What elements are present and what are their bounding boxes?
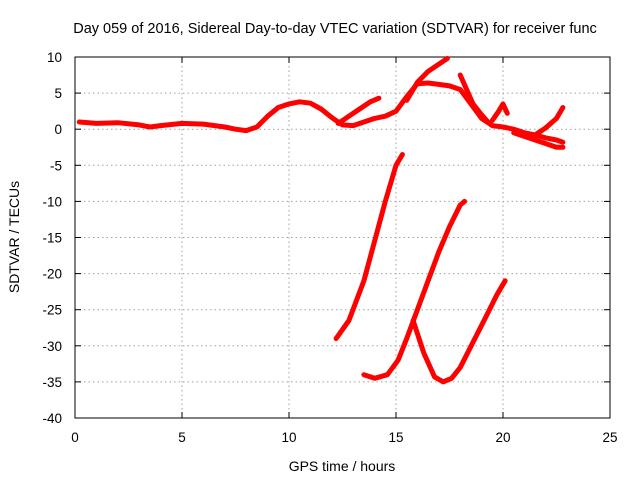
- series-spike-late: [457, 72, 491, 125]
- y-tick-label: 0: [54, 122, 62, 137]
- series-arc-1: [333, 152, 405, 342]
- x-tick-label: 5: [178, 430, 186, 445]
- grid: [75, 57, 610, 418]
- x-tick-label: 20: [495, 430, 510, 445]
- x-tick-label: 25: [602, 430, 617, 445]
- series-band-main: [76, 80, 566, 145]
- series-arc-3: [410, 278, 508, 385]
- series-band-lower: [511, 130, 566, 150]
- axis-ticks: 0 5 10 15 20 25 10 5 0 -5 -10 -15 -20 -25 -30 -35 -40: [42, 50, 617, 445]
- series-spike-peak: [404, 55, 450, 103]
- chart-title: Day 059 of 2016, Sidereal Day-to-day VTE…: [73, 21, 597, 37]
- y-tick-label: -40: [42, 411, 62, 426]
- series-arc-2: [361, 198, 467, 381]
- y-tick-label: 5: [54, 86, 62, 101]
- series-spike-right-2: [532, 105, 566, 138]
- y-tick-label: -5: [50, 158, 62, 173]
- x-tick-label: 10: [281, 430, 296, 445]
- series-spike-right-1: [489, 101, 510, 123]
- y-axis-label: SDTVAR / TECUs: [6, 181, 22, 293]
- y-tick-label: 10: [47, 50, 62, 65]
- data-series: [76, 55, 566, 385]
- y-tick-label: -15: [42, 231, 62, 246]
- y-tick-label: -10: [42, 194, 62, 209]
- x-tick-label: 0: [71, 430, 79, 445]
- y-tick-label: -20: [42, 267, 62, 282]
- y-tick-label: -25: [42, 303, 62, 318]
- y-tick-label: -30: [42, 339, 62, 354]
- x-tick-label: 15: [388, 430, 403, 445]
- y-tick-label: -35: [42, 375, 62, 390]
- series-spike-early: [335, 95, 382, 126]
- x-axis-label: GPS time / hours: [289, 458, 396, 474]
